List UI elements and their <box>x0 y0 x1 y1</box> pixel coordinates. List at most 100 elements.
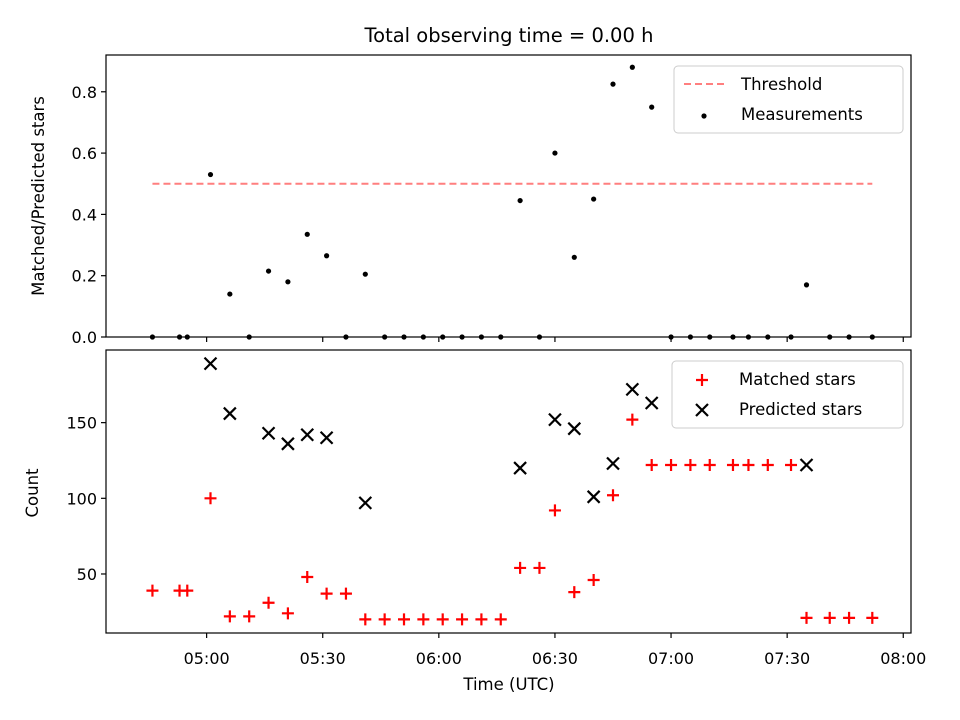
measurement-point <box>571 254 577 260</box>
top-legend-box <box>673 65 904 134</box>
measurement-point <box>304 231 310 237</box>
x-axis-label: Time (UTC) <box>462 675 554 694</box>
legend-predicted-label: Predicted stars <box>739 400 862 419</box>
predicted-star-point <box>261 426 276 441</box>
matched-star-point <box>301 571 314 584</box>
legend-threshold-label: Threshold <box>740 75 822 94</box>
top-y-tick-label: 0.6 <box>72 144 97 163</box>
predicted-star-point <box>281 437 295 451</box>
measurement-point <box>803 282 810 288</box>
predicted-star-point <box>203 356 218 371</box>
measurement-point <box>649 104 655 110</box>
matched-star-point <box>606 489 619 502</box>
measurement-point <box>629 64 635 70</box>
bottom-y-tick-label: 50 <box>77 565 97 584</box>
matched-star-point <box>587 574 600 587</box>
predicted-star-point <box>606 456 620 471</box>
matched-star-point <box>475 613 488 626</box>
matched-star-point <box>262 596 275 609</box>
legend-measurements-swatch <box>701 113 707 119</box>
predicted-star-point <box>799 458 814 472</box>
measurement-point <box>517 197 523 204</box>
top-y-tick-label: 0.0 <box>72 328 97 347</box>
predicted-star-point <box>586 490 601 504</box>
matched-star-point <box>398 613 411 626</box>
measurement-point <box>227 291 233 297</box>
bottom-y-axis-label: Count <box>23 468 42 518</box>
matched-star-point <box>243 610 256 623</box>
top-y-ticks: 0.0 0.2 0.4 0.6 0.8 <box>72 83 106 347</box>
measurement-point <box>591 196 597 202</box>
x-tick-label: 05:30 <box>300 649 346 668</box>
x-tick-label: 08:00 <box>880 649 926 668</box>
matched-star-point <box>843 611 856 624</box>
x-tick-label: 05:00 <box>184 649 230 668</box>
predicted-star-point <box>300 427 315 442</box>
x-tick-label: 06:00 <box>416 649 462 668</box>
matched-star-point <box>742 459 755 472</box>
bottom-panel: 05:00 05:30 06:00 06:30 07:00 07:30 08:00 50 10… <box>23 349 926 694</box>
chart-title: Total observing time = 0.00 h <box>364 24 654 47</box>
legend-matched-swatch <box>696 374 708 386</box>
matched-star-point <box>726 459 739 472</box>
matched-star-point <box>703 459 716 472</box>
bottom-frame <box>105 349 912 634</box>
top-y-tick-label: 0.4 <box>72 205 97 224</box>
matched-star-point <box>645 459 658 472</box>
matched-star-point <box>181 584 194 597</box>
matched-star-point <box>761 459 774 472</box>
top-y-axis-label: Matched/Predicted stars <box>29 96 48 296</box>
matched-star-point <box>339 587 352 600</box>
bottom-x-ticks: 05:00 05:30 06:00 06:30 07:00 07:30 08:00 <box>184 633 926 668</box>
matched-star-point <box>626 413 639 426</box>
matched-star-point <box>684 459 697 472</box>
matched-star-point <box>514 561 527 574</box>
matched-star-point <box>417 613 430 626</box>
measurement-point <box>207 171 214 178</box>
x-tick-label: 07:00 <box>648 649 694 668</box>
matched-star-point <box>800 611 813 624</box>
matched-star-point <box>548 504 561 517</box>
measurement-point <box>610 81 616 87</box>
bottom-legend: Matched stars Predicted stars <box>671 360 904 429</box>
top-y-tick-label: 0.8 <box>72 83 97 102</box>
matched-star-point <box>533 561 546 574</box>
matched-star-point <box>785 459 798 472</box>
measurement-point <box>362 271 368 277</box>
measurement-point <box>285 279 291 285</box>
matched-star-point <box>146 584 159 597</box>
measurement-point <box>552 150 558 156</box>
bottom-y-tick-label: 150 <box>66 414 97 433</box>
predicted-star-point <box>567 421 582 436</box>
matched-star-point <box>359 613 372 626</box>
matched-star-point <box>494 613 507 626</box>
measurement-point <box>265 268 272 274</box>
top-y-tick-label: 0.2 <box>72 267 97 286</box>
matched-star-point <box>456 613 469 626</box>
matched-star-point <box>665 459 678 472</box>
legend-matched-label: Matched stars <box>739 370 856 389</box>
measurement-point <box>324 253 330 259</box>
matched-star-point <box>223 610 236 623</box>
legend-measurements-label: Measurements <box>741 105 863 124</box>
predicted-stars-series <box>203 356 814 510</box>
x-tick-label: 07:30 <box>764 649 810 668</box>
matched-star-point <box>866 611 879 624</box>
matched-star-point <box>568 586 581 599</box>
top-legend: Threshold Measurements <box>673 65 904 134</box>
top-x-ticks <box>206 337 904 342</box>
predicted-star-point <box>358 496 373 510</box>
matched-star-point <box>823 611 836 624</box>
top-panel: 0.00.20.40.60.8 Matched/Predicted stars … <box>29 54 912 347</box>
predicted-star-point <box>319 430 334 445</box>
predicted-star-point <box>548 412 562 427</box>
predicted-star-point <box>644 396 659 410</box>
matched-star-point <box>436 613 449 626</box>
bottom-legend-box <box>671 360 904 429</box>
legend-predicted-swatch <box>695 403 709 417</box>
matched-stars-series <box>146 413 879 626</box>
matched-star-point <box>281 607 294 620</box>
matched-star-point <box>378 613 391 626</box>
predicted-star-point <box>223 406 237 421</box>
